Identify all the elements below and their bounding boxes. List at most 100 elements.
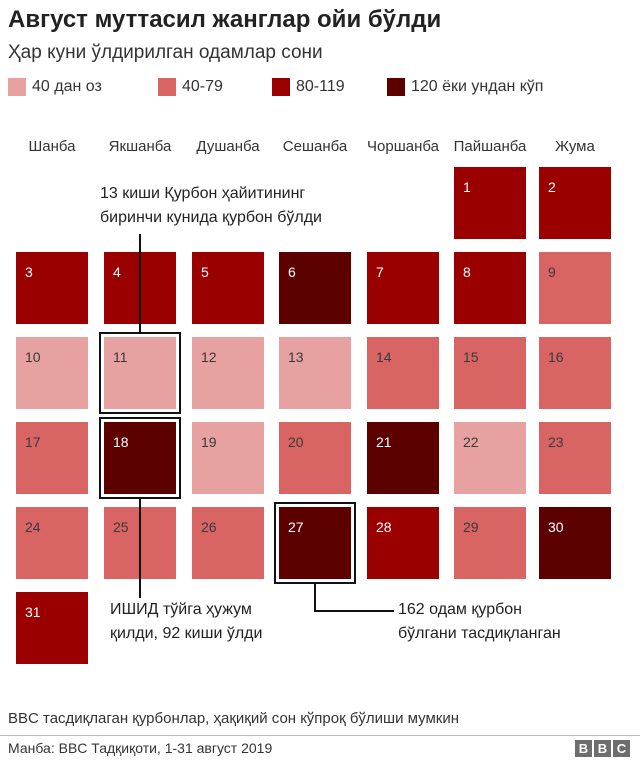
day-number: 28 [376, 519, 392, 535]
day-number: 18 [113, 434, 129, 450]
legend-label: 80-119 [296, 78, 345, 95]
calendar-day-cell: 16 [539, 337, 611, 409]
legend-item: 40 дан оз [8, 78, 102, 96]
calendar-day-cell: 18 [104, 422, 176, 494]
calendar-day-cell: 17 [16, 422, 88, 494]
annotation-line: 13 киши Қурбон ҳайитининг [100, 185, 306, 202]
day-number: 5 [201, 264, 209, 280]
calendar-day-cell: 2 [539, 167, 611, 239]
weekday-label: Пайшанба [453, 138, 527, 155]
calendar-day-cell: 30 [539, 507, 611, 579]
day-number: 3 [25, 264, 33, 280]
day-number: 9 [548, 264, 556, 280]
legend-item: 80-119 [272, 78, 345, 96]
day-number: 17 [25, 434, 41, 450]
calendar-day-cell: 6 [279, 252, 351, 324]
bbc-logo-block: B [575, 740, 592, 757]
calendar-day-cell: 23 [539, 422, 611, 494]
calendar-day-cell: 15 [454, 337, 526, 409]
calendar-day-cell: 27 [279, 507, 351, 579]
day-number: 7 [376, 264, 384, 280]
calendar-day-cell: 5 [192, 252, 264, 324]
day-number: 6 [288, 264, 296, 280]
annotation-leader-line [314, 584, 316, 612]
calendar-day-cell: 13 [279, 337, 351, 409]
footnote: BBC тасдиқлаган қурбонлар, ҳақиқий сон к… [8, 710, 459, 727]
day-number: 29 [463, 519, 479, 535]
day-number: 14 [376, 349, 392, 365]
day-number: 16 [548, 349, 564, 365]
day-number: 19 [201, 434, 217, 450]
highlight-box [99, 332, 181, 414]
weekday-label: Шанба [28, 138, 76, 155]
annotation-line: қилди, 92 киши ўлди [110, 625, 263, 642]
day-number: 25 [113, 519, 129, 535]
calendar-day-cell: 21 [367, 422, 439, 494]
day-number: 2 [548, 179, 556, 195]
legend: 40 дан оз 40-79 80-119 120 ёки ундан кўп [0, 78, 640, 102]
annotation-line: ИШИД тўйга ҳужум [110, 601, 252, 618]
day-number: 12 [201, 349, 217, 365]
day-number: 20 [288, 434, 304, 450]
calendar-day-cell: 8 [454, 252, 526, 324]
annotation-text: ИШИД тўйга ҳужум қилди, 92 киши ўлди [110, 598, 262, 646]
calendar-day-cell: 11 [104, 337, 176, 409]
bbc-logo-block: C [613, 740, 630, 757]
legend-swatch [158, 78, 176, 96]
annotation-leader-line [314, 610, 394, 612]
page-subtitle: Ҳар куни ўлдирилган одамлар сони [8, 42, 323, 63]
weekday-label: Чоршанба [367, 138, 439, 155]
highlight-box [274, 502, 356, 584]
legend-item: 120 ёки ундан кўп [387, 78, 543, 96]
day-number: 21 [376, 434, 392, 450]
legend-item: 40-79 [158, 78, 223, 96]
annotation-line: бўлгани тасдиқланган [398, 625, 561, 642]
day-number: 31 [25, 604, 41, 620]
weekday-label: Жума [555, 138, 595, 155]
legend-label: 40-79 [182, 78, 223, 95]
source-note: Манба: BBC Тадқиқоти, 1-31 август 2019 [8, 740, 273, 756]
calendar-day-cell: 12 [192, 337, 264, 409]
day-number: 11 [113, 349, 128, 365]
legend-label: 40 дан оз [32, 78, 102, 95]
weekday-label: Сешанба [282, 138, 348, 155]
calendar-day-cell: 31 [16, 592, 88, 664]
calendar-day-cell: 1 [454, 167, 526, 239]
day-number: 30 [548, 519, 564, 535]
day-number: 24 [25, 519, 41, 535]
day-number: 26 [201, 519, 217, 535]
calendar-day-cell: 14 [367, 337, 439, 409]
calendar-day-cell: 3 [16, 252, 88, 324]
day-number: 22 [463, 434, 479, 450]
calendar-day-cell: 10 [16, 337, 88, 409]
annotation-text: 13 киши Қурбон ҳайитининг биринчи кунида … [100, 182, 322, 230]
legend-swatch [387, 78, 405, 96]
legend-label: 120 ёки ундан кўп [411, 78, 544, 95]
calendar-day-cell: 9 [539, 252, 611, 324]
day-number: 4 [113, 264, 121, 280]
annotation-line: 162 одам қурбон [398, 601, 522, 618]
annotation-leader-line [139, 499, 141, 598]
highlight-box [99, 417, 181, 499]
legend-swatch [8, 78, 26, 96]
annotation-line: биринчи кунида қурбон бўлди [100, 209, 322, 226]
calendar-day-cell: 19 [192, 422, 264, 494]
day-number: 10 [25, 349, 41, 365]
page-title: Август муттасил жанглар ойи бўлди [8, 6, 442, 33]
calendar-day-cell: 20 [279, 422, 351, 494]
bbc-logo-block: B [594, 740, 611, 757]
calendar-day-cell: 29 [454, 507, 526, 579]
weekday-label: Душанба [196, 138, 260, 155]
day-number: 8 [463, 264, 471, 280]
weekday-label: Якшанба [108, 138, 172, 155]
legend-swatch [272, 78, 290, 96]
footer-divider [0, 735, 640, 736]
calendar-day-cell: 22 [454, 422, 526, 494]
day-number: 23 [548, 434, 564, 450]
day-number: 1 [463, 179, 471, 195]
calendar-day-cell: 28 [367, 507, 439, 579]
calendar-day-cell: 7 [367, 252, 439, 324]
day-number: 27 [288, 519, 304, 535]
calendar-day-cell: 26 [192, 507, 264, 579]
